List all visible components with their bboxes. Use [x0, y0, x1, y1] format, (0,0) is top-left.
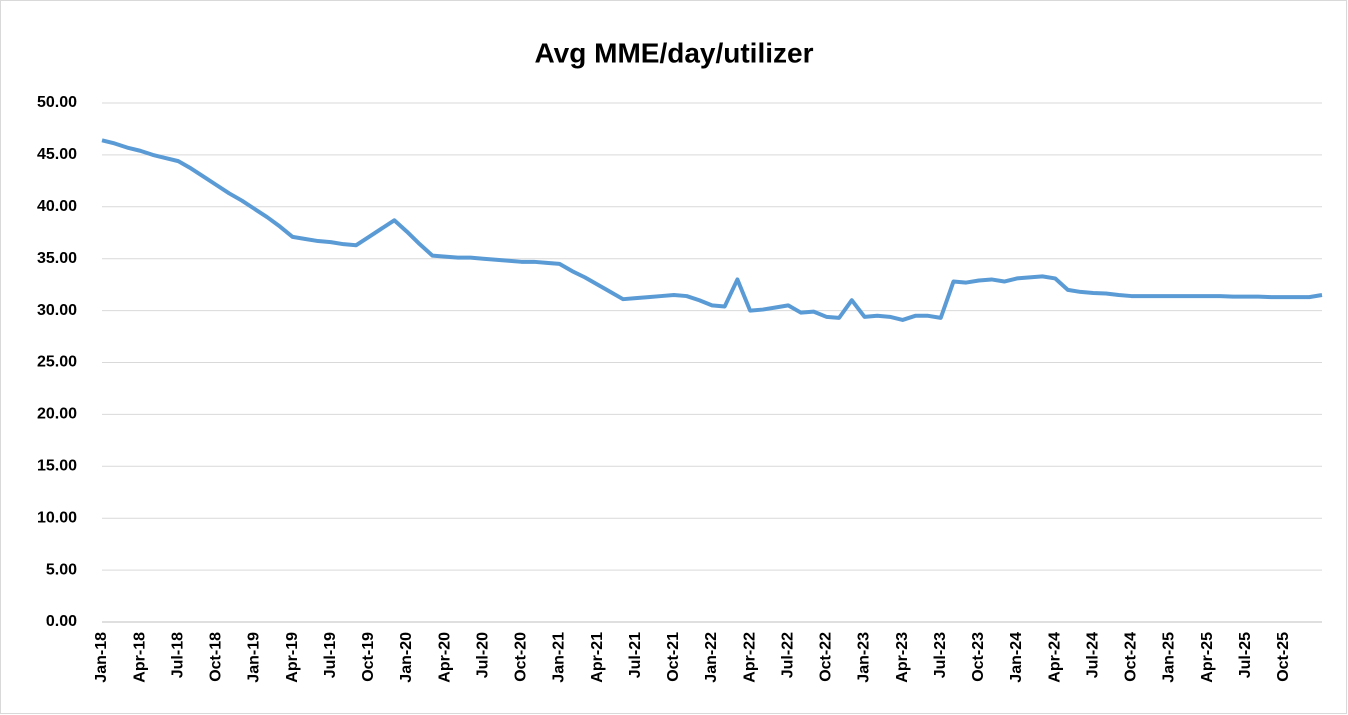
x-tick-label: Apr-25 — [1199, 632, 1216, 683]
x-tick-label: Apr-24 — [1046, 632, 1063, 683]
x-tick-label: Jul-18 — [169, 632, 186, 678]
x-tick-label: Jan-21 — [551, 632, 568, 683]
x-tick-label: Apr-20 — [436, 632, 453, 683]
x-tick-label: Oct-22 — [818, 632, 835, 682]
y-tick-label: 20.00 — [37, 406, 77, 423]
x-tick-label: Jul-24 — [1084, 632, 1101, 678]
x-tick-label: Oct-24 — [1123, 632, 1140, 682]
x-tick-label: Oct-23 — [970, 632, 987, 682]
x-tick-label: Jan-18 — [93, 632, 110, 683]
x-tick-label: Jul-19 — [322, 632, 339, 678]
x-tick-label: Jul-20 — [474, 632, 491, 678]
x-tick-label: Apr-19 — [284, 632, 301, 683]
x-tick-label: Apr-22 — [741, 632, 758, 683]
chart-title: Avg MME/day/utilizer — [534, 37, 813, 68]
x-tick-label: Apr-18 — [131, 632, 148, 683]
y-tick-label: 40.00 — [37, 198, 77, 215]
x-tick-label: Jul-21 — [627, 632, 644, 678]
x-tick-label: Oct-18 — [208, 632, 225, 682]
y-tick-label: 25.00 — [37, 354, 77, 371]
x-tick-label: Jan-19 — [246, 632, 263, 683]
x-tick-label: Jul-23 — [932, 632, 949, 678]
x-tick-label: Jan-22 — [703, 632, 720, 683]
y-tick-label: 15.00 — [37, 458, 77, 475]
x-tick-label: Oct-19 — [360, 632, 377, 682]
x-tick-label: Oct-20 — [513, 632, 530, 682]
y-tick-label: 10.00 — [37, 509, 77, 526]
x-tick-label: Jan-20 — [398, 632, 415, 683]
x-tick-label: Jan-23 — [856, 632, 873, 683]
x-tick-label: Jan-25 — [1161, 632, 1178, 683]
x-tick-label: Apr-23 — [894, 632, 911, 683]
data-line — [101, 138, 1323, 322]
x-tick-label: Oct-21 — [665, 632, 682, 682]
y-tick-label: 50.00 — [37, 94, 77, 111]
x-tick-label: Apr-21 — [589, 632, 606, 683]
y-tick-label: 35.00 — [37, 250, 77, 267]
y-tick-label: 30.00 — [37, 302, 77, 319]
y-tick-label: 45.00 — [37, 146, 77, 163]
x-tick-label: Jan-24 — [1008, 632, 1025, 683]
y-tick-label: 5.00 — [46, 561, 77, 578]
x-tick-label: Jul-22 — [779, 632, 796, 678]
y-tick-label: 0.00 — [46, 613, 77, 630]
x-tick-label: Jul-25 — [1237, 632, 1254, 678]
x-tick-label: Oct-25 — [1275, 632, 1292, 682]
